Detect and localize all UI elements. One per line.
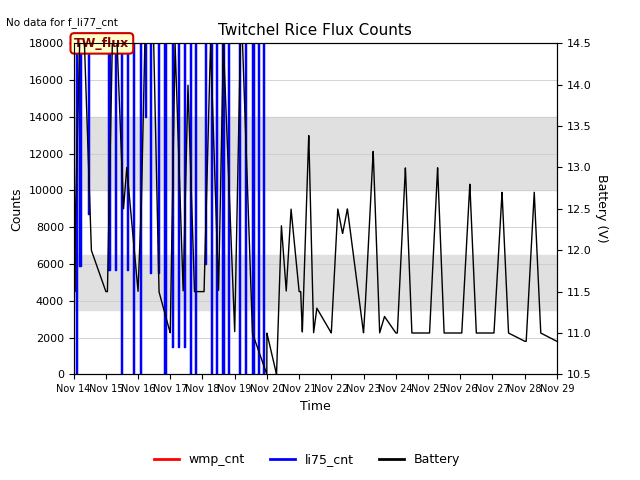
Battery [549, 336, 557, 342]
Battery [182, 170, 189, 176]
li75_cnt [72, 372, 80, 377]
Bar [74, 255, 557, 310]
Battery [263, 372, 271, 377]
Y-axis label: Counts: Counts [10, 187, 23, 230]
X-axis label: Time: Time [300, 400, 331, 413]
Y-axis label: Battery (V): Battery (V) [595, 175, 608, 243]
Battery [287, 219, 294, 225]
Title: Twitchel Rice Flux Counts: Twitchel Rice Flux Counts [218, 23, 412, 38]
wmp_cnt [261, 40, 269, 46]
li75_cnt [136, 40, 143, 46]
li75_cnt [188, 372, 195, 377]
li75_cnt [117, 40, 125, 46]
Battery [187, 178, 195, 184]
Battery [553, 338, 561, 344]
Battery [76, 32, 84, 38]
Battery [184, 98, 192, 104]
Legend: wmp_cnt, li75_cnt, Battery: wmp_cnt, li75_cnt, Battery [149, 448, 465, 471]
li75_cnt [186, 372, 194, 377]
Line: li75_cnt: li75_cnt [76, 43, 264, 374]
Battery [252, 340, 260, 346]
Battery [70, 288, 77, 294]
Text: TW_flux: TW_flux [74, 37, 129, 50]
Bar [74, 117, 557, 191]
Line: Battery: Battery [74, 35, 557, 374]
li75_cnt [141, 114, 149, 120]
li75_cnt [225, 40, 232, 46]
wmp_cnt [70, 40, 77, 46]
Text: No data for f_li77_cnt: No data for f_li77_cnt [6, 17, 118, 28]
